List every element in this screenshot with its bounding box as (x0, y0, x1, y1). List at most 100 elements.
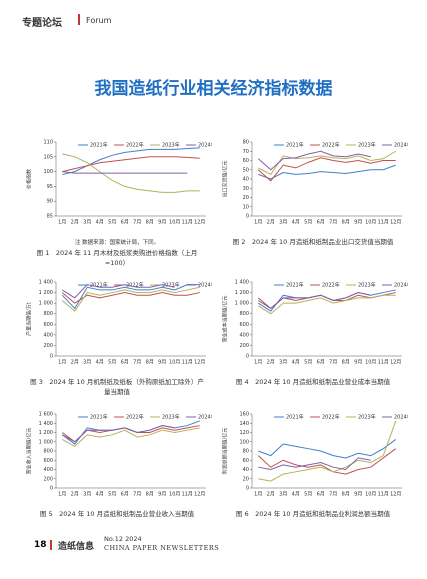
legend-label: 2022年 (322, 142, 340, 149)
chart: 利润总额当期值/亿元 0 20 40 60 80 100 120 140 160 1月 2月 3月 4月 5… (222, 412, 412, 498)
x-tick-label: 6月 (317, 220, 325, 226)
y-tick-label: 0 (246, 354, 249, 360)
y-tick-label: 200 (239, 343, 249, 349)
caption: 图 6 2024 年 10 月造纸和纸制品业利润总额当期值 (235, 510, 391, 518)
y-tick-label: 0 (50, 354, 53, 360)
x-tick-label: 5月 (108, 220, 116, 226)
x-tick-label: 8月 (146, 220, 154, 226)
series-line (258, 150, 397, 176)
legend-label: 2021年 (90, 414, 108, 421)
series-line (258, 420, 397, 482)
x-tick-label: 11月 (182, 492, 193, 498)
x-tick-label: 6月 (121, 360, 129, 366)
chart: 价格指数 85 90 95 100 105 110 1月 2月 3月 4月 5月 6月 7月 8月 9月 10月… (26, 140, 216, 226)
x-tick-label: 12月 (390, 220, 401, 226)
series-line (61, 284, 175, 299)
y-tick-label: 20 (243, 195, 249, 201)
y-tick-label: 120 (239, 430, 249, 436)
x-tick-label: 7月 (133, 360, 141, 366)
y-tick-label: 200 (43, 476, 53, 482)
legend-label: 2021年 (286, 414, 304, 421)
figure: 营业成本当期值/亿元 0 200 400 600 800 1 000 1 200 1 400 1月… (218, 268, 412, 387)
y-tick-label: 90 (47, 199, 53, 205)
caption: 图 2 2024 年 10 月造纸和纸制品业出口交货值当期值 (232, 238, 394, 246)
x-tick-label: 10月 (365, 360, 376, 366)
y-axis-label: 营业收入当期值/亿元 (26, 428, 33, 475)
x-tick-label: 7月 (329, 492, 337, 498)
series-line (257, 292, 371, 310)
legend-label: 2021年 (90, 282, 108, 289)
y-tick-label: 30 (243, 186, 249, 192)
x-tick-label: 11月 (378, 220, 389, 226)
y-tick-label: 600 (43, 322, 53, 328)
y-tick-label: 1 400 (235, 280, 249, 286)
section-en: Forum (86, 16, 112, 25)
x-tick-label: 12月 (390, 360, 401, 366)
caption: 图 5 2024 年 10 月造纸和纸制品业营业收入当期值 (39, 510, 195, 518)
x-tick-label: 2月 (71, 360, 79, 366)
y-tick-label: 160 (239, 412, 249, 418)
x-tick-label: 1月 (58, 220, 66, 226)
x-tick-label: 9月 (158, 360, 166, 366)
title: 我国造纸行业相关经济指标数据 (94, 79, 333, 99)
x-tick-label: 7月 (329, 220, 337, 226)
series-line (257, 294, 396, 315)
y-axis-label: 产量当期值/万t (26, 302, 33, 336)
brand: 造纸信息 (58, 542, 95, 552)
series-line (61, 284, 200, 310)
x-tick-label: 6月 (121, 220, 129, 226)
caption: 图 1 2024 年 11 月木材及纸浆类购进价格指数（上月 =100） (36, 249, 198, 267)
x-tick-label: 11月 (182, 360, 193, 366)
series-line (62, 147, 200, 176)
y-tick-label: 100 (239, 439, 249, 445)
series-line (258, 439, 397, 459)
series-line (258, 164, 396, 180)
figure: 利润总额当期值/亿元 0 20 40 60 80 100 120 140 160 1月 2月 3月 4月 5… (218, 400, 412, 519)
y-tick-label: 40 (243, 177, 249, 183)
brand-en: CHINA PAPER NEWSLETTERS (104, 544, 220, 552)
x-tick-label: 9月 (354, 360, 362, 366)
x-tick-label: 3月 (83, 360, 91, 366)
legend-label: 2023年 (358, 142, 376, 149)
x-tick-label: 1月 (254, 360, 262, 366)
x-tick-label: 2月 (71, 492, 79, 498)
figure: 产量当期值/万t 0 200 400 600 800 1 000 1 200 1 400 1月 2月… (22, 268, 216, 397)
caption: 图 4 2024 年 10 月造纸和纸制品业营业成本当期值 (235, 378, 391, 386)
x-tick-label: 1月 (254, 220, 262, 226)
legend-label: 2022年 (322, 282, 340, 289)
y-tick-label: 1 200 (39, 290, 53, 296)
x-tick-label: 6月 (317, 360, 325, 366)
y-tick-label: 80 (243, 140, 249, 146)
x-tick-label: 4月 (292, 492, 300, 498)
y-tick-label: 50 (243, 167, 249, 173)
y-tick-label: 60 (243, 458, 249, 464)
x-tick-label: 9月 (158, 492, 166, 498)
figure: 价格指数 85 90 95 100 105 110 1月 2月 3月 4月 5月 6月 7月 8月 9月 10月… (22, 128, 216, 268)
x-tick-label: 8月 (146, 492, 154, 498)
x-tick-label: 12月 (194, 360, 205, 366)
x-tick-label: 11月 (182, 220, 193, 226)
legend-label: 2021年 (286, 282, 304, 289)
y-tick-label: 70 (243, 149, 249, 155)
y-tick-label: 800 (43, 311, 53, 317)
legend-label: 2021年 (286, 142, 304, 149)
y-tick-label: 100 (43, 169, 53, 175)
x-tick-label: 5月 (304, 360, 312, 366)
y-tick-label: 1 400 (39, 421, 53, 427)
divider (50, 540, 52, 550)
page-number: 18 (34, 540, 47, 550)
y-axis-label: 营业成本当期值/亿元 (222, 296, 229, 343)
y-tick-label: 40 (243, 467, 249, 473)
series-line (62, 427, 200, 447)
x-tick-label: 7月 (133, 220, 141, 226)
y-tick-label: 200 (43, 343, 53, 349)
series-line (257, 448, 397, 475)
y-tick-label: 0 (50, 486, 53, 492)
x-tick-label: 12月 (194, 220, 205, 226)
